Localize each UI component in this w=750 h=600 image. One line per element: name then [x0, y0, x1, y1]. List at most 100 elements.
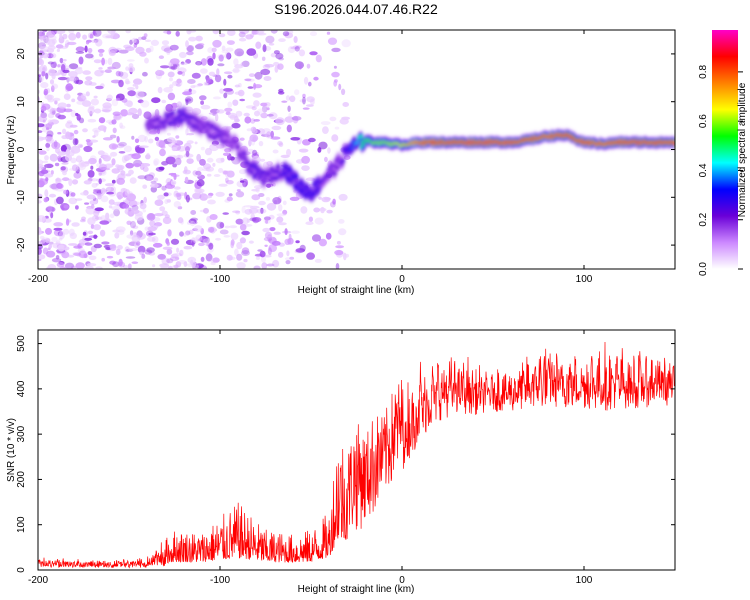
spectrogram-noise-blob [108, 205, 113, 209]
spectrogram-noise-blob [261, 128, 272, 136]
spectrogram-noise-blob [66, 103, 71, 108]
spectrogram-noise-blob [116, 191, 124, 199]
spectrogram-noise-blob [227, 74, 233, 79]
spectrogram-noise-blob [206, 77, 211, 84]
spectrogram-noise-blob [140, 163, 151, 167]
spectrogram-noise-blob [176, 247, 180, 253]
spectrogram-noise-blob [261, 133, 270, 137]
spectrogram-noise-blob [85, 40, 90, 45]
spectrogram-noise-blob [47, 39, 56, 47]
spectrogram-noise-blob [53, 140, 58, 148]
spectrogram-noise-blob [112, 229, 121, 233]
spectrogram-noise-blob [57, 114, 66, 120]
spectrogram-noise-blob [182, 169, 191, 175]
spectrogram-noise-blob [38, 74, 42, 77]
spectrogram-noise-blob [200, 146, 205, 151]
spectrogram-noise-blob [107, 66, 117, 70]
spectrogram-noise-blob [142, 209, 147, 213]
spectrogram-noise-blob [315, 54, 322, 63]
spectrogram-noise-blob [97, 125, 107, 131]
spectrogram-noise-blob [118, 151, 126, 154]
spectrogram-noise-blob [200, 100, 205, 105]
snr-y-tick-label: 100 [16, 516, 27, 533]
spectrogram-noise-blob [105, 186, 115, 192]
spectrogram-noise-blob [75, 198, 83, 201]
spectrogram-noise-blob [113, 208, 120, 217]
spectrogram-x-tick-label: 100 [576, 274, 593, 285]
spectrogram-noise-blob [258, 140, 264, 147]
spectrogram-noise-blob [151, 97, 161, 104]
spectrogram-noise-blob [47, 34, 57, 41]
spectrogram-noise-blob [146, 213, 156, 221]
spectrogram-noise-blob [99, 220, 110, 225]
spectrogram-noise-blob [46, 94, 53, 101]
spectrogram-noise-blob [200, 68, 208, 74]
spectrogram-noise-blob [196, 179, 205, 187]
spectrogram-noise-blob [160, 65, 170, 69]
snr-y-tick-label: 500 [16, 335, 27, 352]
spectrogram-noise-blob [57, 64, 61, 68]
spectrogram-noise-blob [55, 44, 64, 49]
spectrogram-noise-blob [253, 265, 261, 269]
spectrogram-y-tick-label: -10 [16, 190, 27, 205]
spectrogram-noise-blob [93, 209, 100, 217]
spectrogram-noise-blob [38, 229, 42, 236]
spectrogram-noise-blob [127, 87, 135, 91]
spectrogram-noise-blob [244, 78, 252, 82]
spectrogram-noise-blob [88, 105, 95, 110]
spectrogram-noise-blob [98, 67, 103, 70]
spectrogram-noise-blob [102, 33, 112, 39]
spectrogram-noise-blob [59, 266, 67, 269]
spectrogram-noise-blob [183, 232, 187, 237]
spectrogram-noise-blob [341, 39, 351, 48]
spectrogram-noise-blob [177, 217, 184, 224]
spectrogram-noise-blob [275, 117, 285, 126]
spectrogram-noise-blob [291, 230, 300, 234]
spectrogram-y-ticks: -20 -10 0 10 20 [16, 48, 675, 252]
spectrogram-noise-blob [106, 94, 113, 101]
spectrogram-noise-blob [75, 205, 79, 210]
spectrogram-noise-blob [97, 48, 105, 53]
spectrogram-noise-blob [63, 204, 69, 209]
spectrogram-y-tick-label: 10 [16, 96, 27, 108]
spectrogram-noise-blob [128, 200, 138, 208]
spectrogram-noise-blob [241, 230, 250, 236]
spectrogram-noise-blob [123, 145, 132, 153]
spectrogram-noise-blob [303, 76, 309, 85]
spectrogram-noise-blob [137, 108, 142, 116]
spectrogram-noise-blob [281, 100, 288, 103]
spectrogram-noise-blob [74, 67, 83, 75]
spectrogram-noise-blob [101, 241, 110, 245]
spectrogram-noise-blob [210, 262, 216, 266]
spectrogram-noise-blob [159, 206, 166, 212]
spectrogram-noise-blob [156, 139, 165, 148]
spectrogram-x-tick-label: -100 [210, 274, 230, 285]
spectrogram-noise-blob [286, 124, 292, 133]
spectrogram-noise-blob [38, 254, 46, 260]
spectrogram-noise-blob [153, 225, 159, 229]
spectrogram-noise-blob [276, 213, 287, 217]
colorbar-ticks: 0.0 0.2 0.4 0.6 0.8 [698, 64, 743, 276]
spectrogram-noise-blob [278, 142, 284, 148]
snr-series-line [38, 341, 675, 569]
spectrogram-noise-blob [273, 231, 281, 235]
spectrogram-noise-blob [207, 58, 214, 66]
spectrogram-noise-blob [142, 71, 148, 77]
spectrogram-noise-blob [84, 45, 88, 53]
spectrogram-noise-blob [43, 197, 49, 203]
spectrogram-noise-blob [239, 30, 250, 35]
spectrogram-noise-blob [92, 30, 96, 36]
spectrogram-noise-blob [88, 255, 97, 261]
spectrogram-noise-blob [148, 138, 154, 144]
spectrogram-noise-blob [118, 71, 124, 77]
spectrogram-noise-blob [153, 158, 160, 166]
spectrogram-noise-blob [119, 71, 129, 79]
spectrogram-noise-blob [197, 83, 204, 87]
spectrogram-noise-blob [93, 224, 101, 231]
spectrogram-noise-blob [324, 156, 328, 163]
spectrogram-noise-blob [154, 213, 164, 217]
spectrogram-noise-blob [101, 57, 105, 66]
spectrogram-noise-blob [69, 149, 75, 157]
spectrogram-noise-blob [60, 166, 66, 171]
spectrogram-noise-blob [241, 60, 250, 67]
